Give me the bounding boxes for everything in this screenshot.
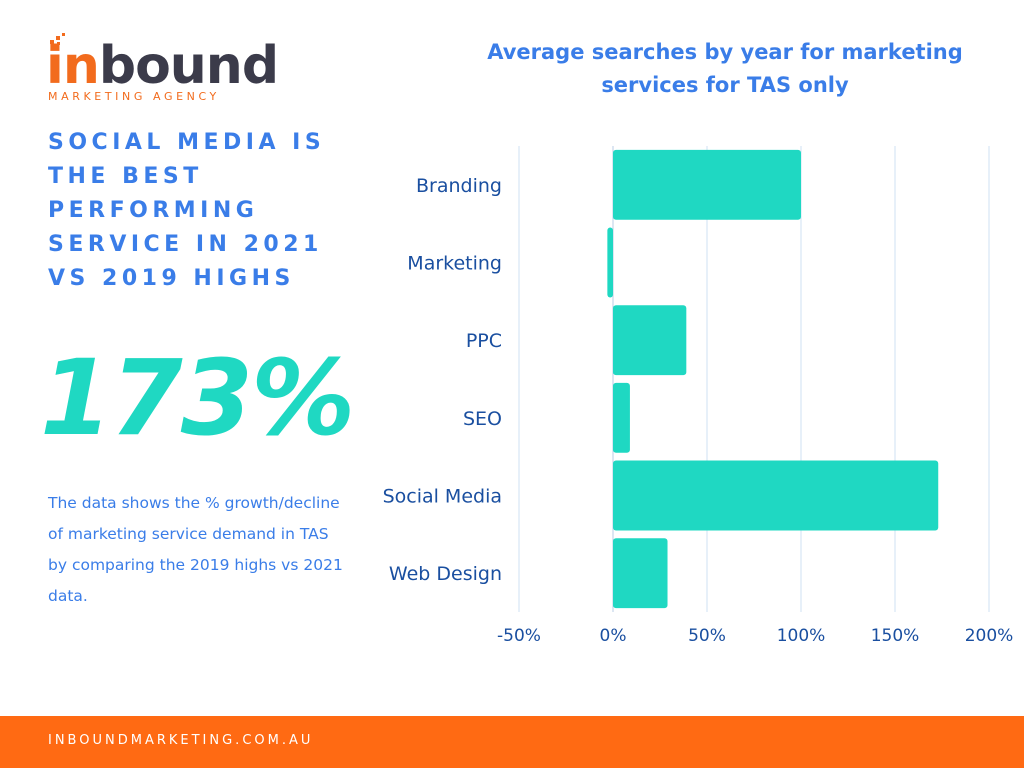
headline: SOCIAL MEDIA IS THE BEST PERFORMING SERV… xyxy=(48,130,326,291)
x-tick-label: 150% xyxy=(871,626,920,646)
bar-social-media xyxy=(613,460,939,531)
data-note: The data shows the % growth/decline of m… xyxy=(48,494,343,605)
category-labels: Branding Marketing PPC SEO Social Media Web D… xyxy=(383,175,502,585)
orange-dot-cluster-icon xyxy=(50,33,65,45)
category-label: Web Design xyxy=(389,563,502,585)
bar-marketing xyxy=(607,227,613,298)
chart-title: Average searches by year for marketing s… xyxy=(487,40,963,97)
x-tick-label: 50% xyxy=(688,626,726,646)
bar-web-design xyxy=(613,538,668,609)
logo: inbound MARKETING AGENCY xyxy=(46,33,279,108)
category-label: Marketing xyxy=(407,253,502,275)
category-label: Social Media xyxy=(383,486,502,508)
grid-lines xyxy=(518,146,990,612)
bar-branding xyxy=(613,149,801,220)
x-tick-label: 0% xyxy=(600,626,627,646)
x-tick-label: 100% xyxy=(777,626,826,646)
logo-tagline: MARKETING AGENCY xyxy=(48,90,220,103)
category-label: PPC xyxy=(466,330,502,352)
footer-bar: INBOUNDMARKETING.COM.AU xyxy=(0,716,1024,768)
logo-wordmark-bound: bound xyxy=(98,36,279,96)
footer-website-link[interactable]: INBOUNDMARKETING.COM.AU xyxy=(48,733,314,748)
bars xyxy=(607,149,939,609)
category-label: Branding xyxy=(416,175,502,197)
x-tick-labels: -50% 0% 50% 100% 150% 200% xyxy=(497,626,1013,646)
category-label: SEO xyxy=(463,408,502,430)
logo-wordmark: inbound xyxy=(46,36,279,96)
bar-seo xyxy=(613,382,630,453)
big-stat: 173% xyxy=(40,337,355,459)
bar-ppc xyxy=(613,305,687,376)
x-tick-label: -50% xyxy=(497,626,541,646)
logo-wordmark-in: in xyxy=(46,36,100,96)
x-tick-label: 200% xyxy=(965,626,1014,646)
